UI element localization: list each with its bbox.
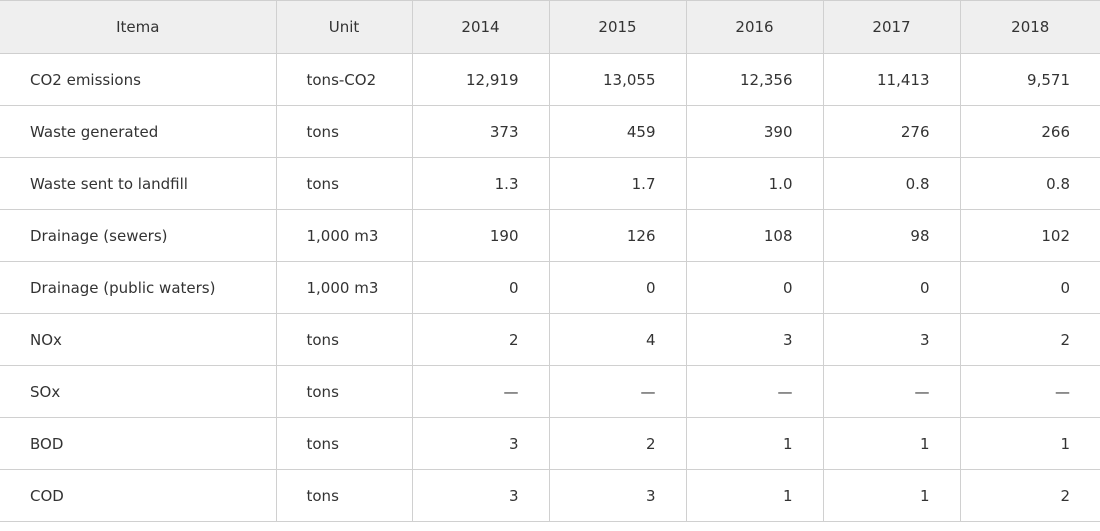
row-value-cell: 11,413 [822,53,960,106]
row-item-label: SOx [0,365,276,418]
column-header-year: 2015 [548,0,686,54]
table-row: COD tons 3 3 1 1 2 [0,469,1100,522]
row-value-cell: 3 [685,313,823,366]
column-header-year: 2016 [685,0,823,54]
row-value-cell: 4 [548,313,686,366]
row-item-label: Waste sent to landfill [0,157,276,210]
row-value-cell: — [822,365,960,418]
row-value-cell: 108 [685,209,823,262]
row-value-cell: 3 [411,417,549,470]
row-value-cell: 1 [822,417,960,470]
row-value-cell: 1 [822,469,960,522]
row-value-cell: 1 [685,469,823,522]
row-value-cell: 3 [548,469,686,522]
row-unit: 1,000 m3 [275,261,412,314]
row-value-cell: 1 [685,417,823,470]
table-row: Drainage (public waters) 1,000 m3 0 0 0 0 0 [0,261,1100,314]
table-row: Drainage (sewers) 1,000 m3 190 126 108 98 102 [0,209,1100,262]
row-item-label: COD [0,469,276,522]
row-value-cell: 98 [822,209,960,262]
row-value-cell: 390 [685,105,823,158]
row-item-label: Drainage (sewers) [0,209,276,262]
row-value-cell: 0.8 [959,157,1100,210]
column-header-year: 2017 [822,0,960,54]
table-header-row: Itema Unit 2014 2015 2016 2017 2018 [0,0,1100,54]
row-value-cell: 1 [959,417,1100,470]
table-row: CO2 emissions tons-CO2 12,919 13,055 12,356 1… [0,53,1100,106]
row-value-cell: — [411,365,549,418]
table-row: Waste generated tons 373 459 390 276 266 [0,105,1100,158]
row-unit: 1,000 m3 [275,209,412,262]
row-value-cell: 0 [959,261,1100,314]
row-value-cell: — [959,365,1100,418]
row-value-cell: 102 [959,209,1100,262]
row-value-cell: 0 [685,261,823,314]
row-value-cell: 3 [411,469,549,522]
row-value-cell: 2 [959,469,1100,522]
table-row: SOx tons — — — — — [0,365,1100,418]
column-header-unit: Unit [275,0,412,54]
row-value-cell: 276 [822,105,960,158]
table-row: NOx tons 2 4 3 3 2 [0,313,1100,366]
row-value-cell: 1.0 [685,157,823,210]
column-header-year: 2018 [959,0,1100,54]
row-unit: tons [275,157,412,210]
row-value-cell: 13,055 [548,53,686,106]
row-item-label: Drainage (public waters) [0,261,276,314]
row-unit: tons [275,365,412,418]
row-value-cell: 1.7 [548,157,686,210]
column-header-item: Itema [0,0,276,54]
column-header-year: 2014 [411,0,549,54]
row-item-label: CO2 emissions [0,53,276,106]
row-item-label: BOD [0,417,276,470]
row-value-cell: 2 [411,313,549,366]
row-value-cell: 2 [548,417,686,470]
row-value-cell: 373 [411,105,549,158]
row-value-cell: 190 [411,209,549,262]
row-unit: tons-CO2 [275,53,412,106]
row-value-cell: 3 [822,313,960,366]
row-value-cell: 459 [548,105,686,158]
row-value-cell: 126 [548,209,686,262]
row-value-cell: 12,356 [685,53,823,106]
row-value-cell: 0.8 [822,157,960,210]
row-unit: tons [275,469,412,522]
table-row: Waste sent to landfill tons 1.3 1.7 1.0 0.8 0.… [0,157,1100,210]
row-unit: tons [275,313,412,366]
row-value-cell: — [685,365,823,418]
row-value-cell: — [548,365,686,418]
row-unit: tons [275,417,412,470]
row-unit: tons [275,105,412,158]
row-value-cell: 266 [959,105,1100,158]
row-item-label: Waste generated [0,105,276,158]
row-value-cell: 2 [959,313,1100,366]
row-value-cell: 9,571 [959,53,1100,106]
row-value-cell: 12,919 [411,53,549,106]
row-value-cell: 0 [411,261,549,314]
row-value-cell: 0 [548,261,686,314]
row-value-cell: 1.3 [411,157,549,210]
table-body: CO2 emissions tons-CO2 12,919 13,055 12,356 1… [0,53,1100,522]
table-row: BOD tons 3 2 1 1 1 [0,417,1100,470]
row-item-label: NOx [0,313,276,366]
row-value-cell: 0 [822,261,960,314]
